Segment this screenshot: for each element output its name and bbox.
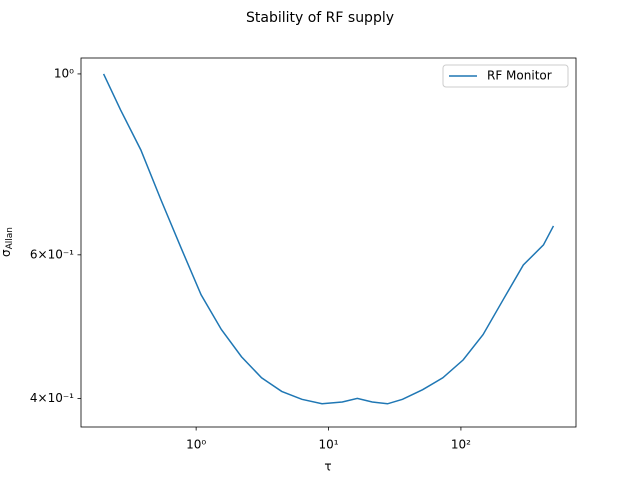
- legend-box: [442, 64, 569, 88]
- legend-label: RF Monitor: [487, 69, 552, 83]
- plot-frame: [80, 57, 577, 428]
- line-series: [102, 73, 555, 405]
- y-axis-subscript: Allan: [5, 227, 15, 249]
- y-axis-symbol: σ: [0, 249, 13, 257]
- y-axis-label: σAllan: [0, 227, 15, 257]
- x-tick-label: 10⁰: [186, 438, 206, 452]
- y-tick-label: 6×10⁻¹: [30, 247, 74, 261]
- y-tick-label: 4×10⁻¹: [30, 391, 74, 405]
- chart-title: Stability of RF supply: [246, 10, 394, 26]
- x-tick-label: 10¹: [318, 438, 338, 452]
- y-tick-label: 10⁰: [54, 66, 74, 80]
- x-tick-label: 10²: [451, 438, 471, 452]
- x-axis-label: τ: [324, 460, 331, 474]
